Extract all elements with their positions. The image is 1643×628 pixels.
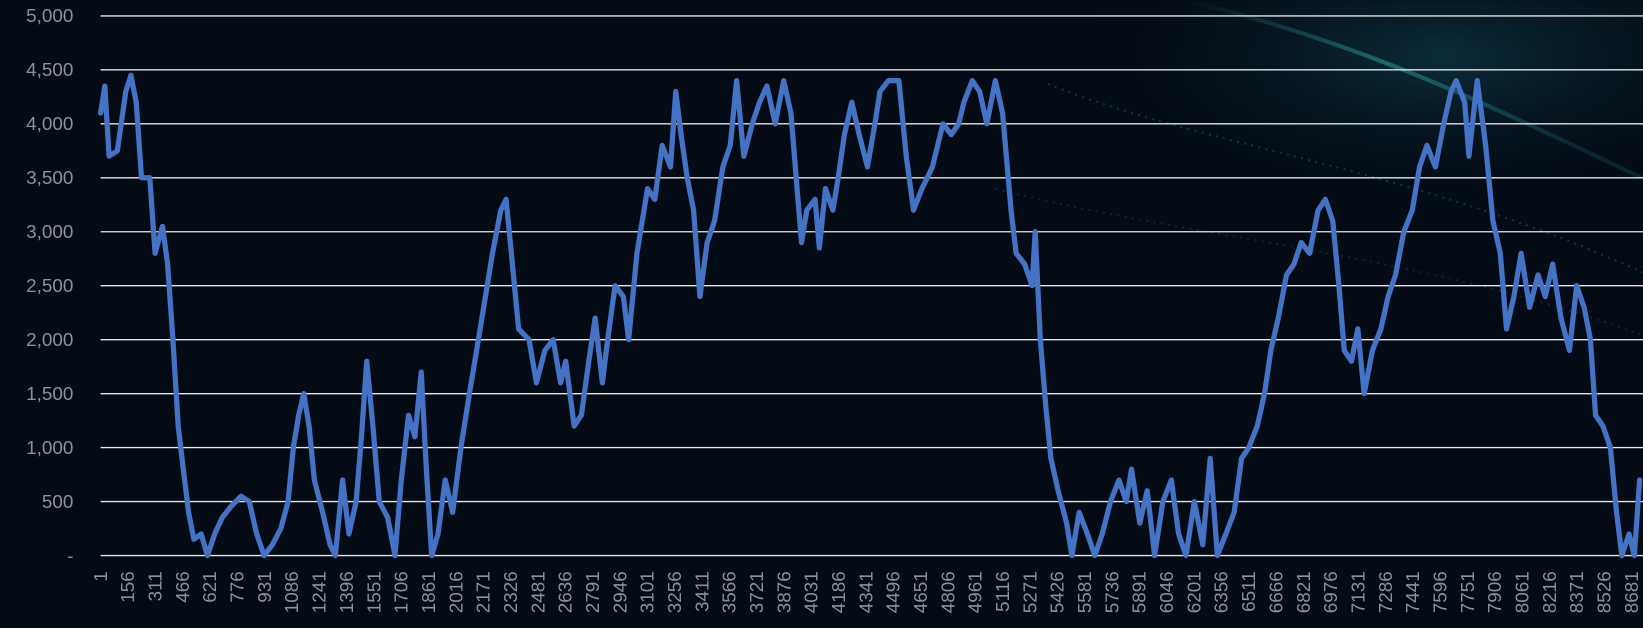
x-tick-label: 5581 — [1074, 571, 1095, 613]
x-tick-label: 466 — [172, 571, 193, 602]
x-tick-label: 621 — [199, 571, 220, 602]
x-tick-label: 7751 — [1457, 571, 1478, 613]
x-tick-label: 6821 — [1293, 571, 1314, 613]
x-tick-label: 2636 — [555, 571, 576, 613]
x-tick-label: 931 — [254, 571, 275, 602]
x-tick-label: 3876 — [773, 571, 794, 613]
y-tick-label: 1,000 — [26, 437, 73, 458]
x-tick-label: 2946 — [609, 571, 630, 613]
x-tick-label: 3256 — [664, 571, 685, 613]
plot — [97, 72, 1643, 559]
x-tick-label: 4651 — [910, 571, 931, 613]
x-tick-label: 3101 — [637, 571, 658, 613]
y-tick-label: 4,000 — [26, 113, 73, 134]
x-tick-label: 3411 — [691, 571, 712, 612]
x-tick-label: 7596 — [1429, 571, 1450, 613]
x-tick-label: 8526 — [1593, 571, 1614, 613]
grid — [100, 15, 1643, 557]
y-tick-label: 3,500 — [26, 167, 73, 188]
x-tick-label: 5271 — [1019, 571, 1040, 613]
x-tick-label: 776 — [227, 571, 248, 602]
x-tick-label: 7441 — [1402, 571, 1423, 613]
x-tick-label: 2016 — [445, 571, 466, 613]
x-tick-label: 2481 — [527, 571, 548, 613]
x-tick-label: 6511 — [1238, 571, 1259, 612]
x-tick-label: 4341 — [855, 571, 876, 613]
axes: - 500 1,000 1,500 2,000 2,500 3,000 3,500 4,000 4… — [26, 5, 1642, 613]
y-tick-label: 500 — [42, 491, 73, 512]
x-tick-label: 3566 — [719, 571, 740, 613]
x-tick-label: 6201 — [1183, 571, 1204, 613]
x-tick-label: 7906 — [1484, 571, 1505, 613]
x-tick-label: 2326 — [500, 571, 521, 613]
x-tick-label: 6976 — [1320, 571, 1341, 613]
x-tick-label: 1706 — [391, 571, 412, 613]
x-tick-label: 4961 — [965, 571, 986, 613]
background-wave — [1183, 0, 1643, 181]
x-tick-label: 6046 — [1156, 571, 1177, 613]
y-tick-label: 1,500 — [26, 383, 73, 404]
x-tick-label: 1396 — [336, 571, 357, 613]
x-tick-label: 1 — [90, 571, 111, 582]
x-tick-label: 156 — [117, 571, 138, 602]
x-tick-label: 8061 — [1511, 571, 1532, 613]
x-tick-label: 4186 — [828, 571, 849, 613]
x-tick-label: 5116 — [992, 571, 1013, 612]
x-tick-label: 6356 — [1211, 571, 1232, 613]
x-tick-label: 8681 — [1621, 571, 1642, 613]
y-tick-label: - — [67, 545, 73, 566]
x-tick-label: 8216 — [1539, 571, 1560, 613]
x-tick-label: 1086 — [281, 571, 302, 613]
x-tick-label: 1241 — [309, 571, 330, 613]
x-tick-label: 5426 — [1047, 571, 1068, 613]
x-tick-label: 4031 — [801, 571, 822, 613]
x-tick-label: 4496 — [883, 571, 904, 613]
line — [97, 72, 1643, 559]
x-tick-label: 2171 — [473, 571, 494, 613]
x-tick-label: 311 — [145, 571, 166, 601]
x-tick-label: 7286 — [1375, 571, 1396, 613]
x-tick-label: 8371 — [1566, 571, 1587, 613]
x-tick-label: 3721 — [746, 571, 767, 613]
x-tick-label: 2791 — [582, 571, 603, 613]
background-wave — [1047, 83, 1643, 274]
x-tick-label: 7131 — [1347, 571, 1368, 613]
y-tick-label: 2,500 — [26, 275, 73, 296]
y-tick-label: 2,000 — [26, 329, 73, 350]
x-tick-label: 5891 — [1129, 571, 1150, 613]
y-tick-label: 5,000 — [26, 5, 73, 26]
x-tick-label: 1861 — [418, 571, 439, 613]
x-tick-label: 4806 — [937, 571, 958, 613]
x-tick-label: 5736 — [1101, 571, 1122, 613]
x-tick-label: 6666 — [1265, 571, 1286, 613]
y-tick-label: 4,500 — [26, 59, 73, 80]
x-tick-label: 1551 — [363, 571, 384, 613]
y-tick-label: 3,000 — [26, 221, 73, 242]
